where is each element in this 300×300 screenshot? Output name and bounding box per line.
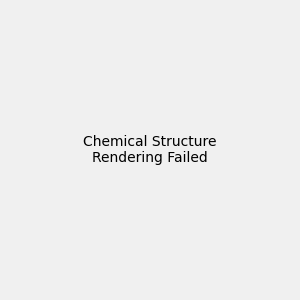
Text: Chemical Structure
Rendering Failed: Chemical Structure Rendering Failed xyxy=(83,135,217,165)
